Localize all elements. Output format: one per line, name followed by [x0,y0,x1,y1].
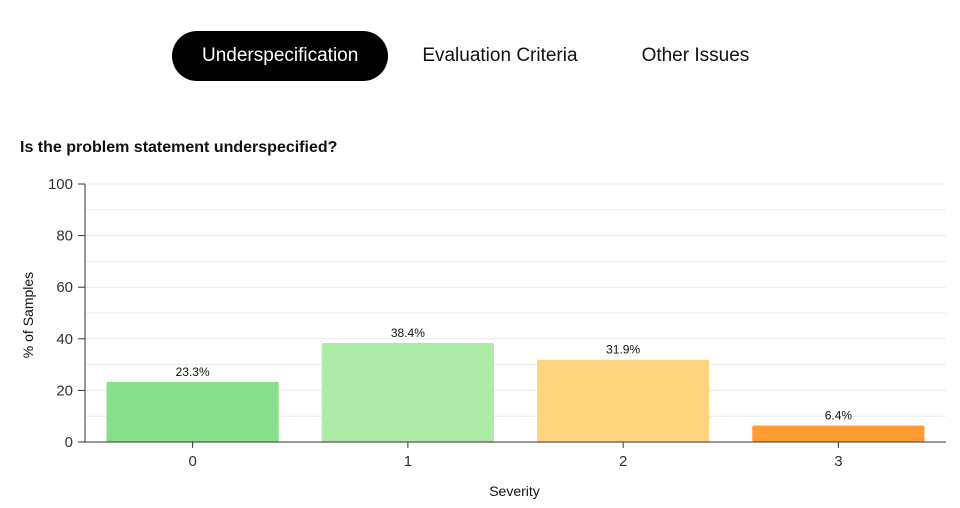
y-tick-label: 0 [65,434,73,451]
bar [752,425,925,442]
data-label: 6.4% [825,408,853,422]
data-label: 38.4% [391,326,425,340]
bar [106,381,279,442]
tab-bar: Underspecification Evaluation Criteria O… [172,31,779,81]
x-tick-label: 2 [619,453,627,470]
x-tick-label: 0 [188,453,196,470]
labels: 0 20 40 60 80 100 23.3% 0 38.4% 1 31.9% 2 6.4% 3 [48,176,852,470]
bar [537,359,710,442]
y-axis-title: % of Samples [20,272,36,358]
y-tick-label: 60 [56,279,73,296]
bar [321,342,494,442]
y-tick-label: 20 [56,382,73,399]
data-label: 31.9% [606,343,640,357]
y-tick-label: 100 [48,176,73,193]
y-tick-label: 80 [56,228,73,245]
bar-chart: 0 20 40 60 80 100 23.3% 0 38.4% 1 31.9% 2 6.4% 3 % of… [20,176,946,499]
tab-underspecification[interactable]: Underspecification [172,31,389,81]
y-tick-label: 40 [56,331,73,348]
tab-evaluation-criteria[interactable]: Evaluation Criteria [422,45,578,66]
tab-other-issues[interactable]: Other Issues [641,45,750,66]
x-axis-title: Severity [489,483,540,499]
chart-title: Is the problem statement underspecified? [20,139,338,156]
bars [106,342,925,442]
axes [78,183,946,448]
data-label: 23.3% [176,365,210,379]
x-tick-label: 3 [834,453,842,470]
x-tick-label: 1 [404,453,412,470]
